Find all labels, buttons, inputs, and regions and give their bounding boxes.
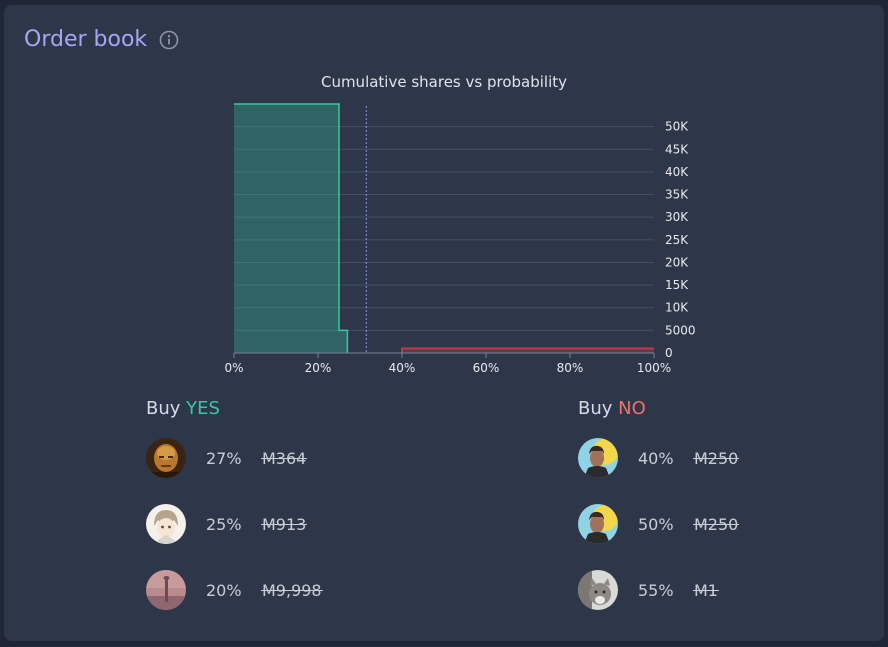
- buy-yes-column: Buy YES 27% M364: [146, 398, 323, 610]
- no-area-fill: [402, 348, 654, 353]
- order-row[interactable]: 25% M913: [146, 504, 322, 544]
- buy-no-column: Buy NO 40% M250: [578, 398, 740, 610]
- buy-no-heading: Buy NO: [578, 398, 738, 424]
- y-tick-label: 45K: [665, 142, 689, 156]
- x-tick-label: 60%: [473, 361, 500, 375]
- y-tick-label: 40K: [665, 165, 689, 179]
- order-amount: M1: [693, 580, 719, 600]
- chart-title: Cumulative shares vs probability: [320, 73, 568, 91]
- no-area-line: [401, 347, 654, 353]
- order-amount: M250: [692, 448, 740, 468]
- y-tick-label: 25K: [665, 233, 689, 247]
- y-tick-label: 5000: [665, 323, 696, 337]
- order-amount: M364: [260, 448, 308, 468]
- y-tick-label: 30K: [665, 210, 689, 224]
- avatar-man-yellow-bg[interactable]: [578, 438, 618, 478]
- order-row[interactable]: 40% M250: [578, 438, 740, 478]
- x-tick-label: 80%: [557, 361, 584, 375]
- buy-no-label: Buy: [578, 398, 613, 419]
- page-title: Order book: [24, 27, 148, 52]
- buy-yes-label: Buy: [146, 398, 181, 419]
- chart-gridlines: [234, 126, 654, 331]
- order-row[interactable]: 55% M1: [578, 570, 738, 610]
- yes-side-label: YES: [186, 398, 220, 419]
- x-tick-label: 0%: [224, 361, 243, 375]
- avatar-bald-man[interactable]: [146, 438, 186, 478]
- y-tick-label: 50K: [665, 120, 689, 134]
- avatar-anime-character[interactable]: [146, 504, 186, 544]
- avatar-pink-landscape[interactable]: [146, 570, 186, 610]
- buy-yes-orders: 27% M364 25% M913: [146, 438, 323, 610]
- buy-no-orders: 40% M250 50% M250: [578, 438, 740, 610]
- y-tick-label: 35K: [665, 188, 689, 202]
- order-book-card: Order book Cumulative shares vs probabil…: [4, 5, 884, 641]
- order-amount: M913: [260, 514, 308, 534]
- y-tick-label: 10K: [665, 301, 689, 315]
- y-tick-label: 0: [665, 346, 673, 360]
- buy-yes-heading: Buy YES: [146, 398, 322, 424]
- no-depth-area: [401, 347, 654, 353]
- y-tick-label: 15K: [665, 278, 689, 292]
- order-row[interactable]: 20% M9,998: [146, 570, 323, 610]
- avatar-gray-cat[interactable]: [578, 570, 618, 610]
- order-probability: 25%: [206, 514, 242, 534]
- yes-area-fill: [234, 104, 348, 353]
- y-tick-label: 20K: [665, 255, 689, 269]
- yes-area-line: [234, 103, 349, 353]
- chart-axes: 0 5000 10K 15K 20K 25K 30K 35K 40K 45K 50K 0% 20% 40%…: [224, 120, 695, 375]
- header: Order book: [24, 27, 179, 52]
- order-row[interactable]: 50% M250: [578, 504, 740, 544]
- order-probability: 50%: [638, 514, 674, 534]
- depth-chart: 0 5000 10K 15K 20K 25K 30K 35K 40K 45K 50K 0% 20% 40%…: [224, 103, 696, 375]
- no-side-label: NO: [618, 398, 646, 419]
- x-tick-label: 100%: [637, 361, 671, 375]
- x-tick-label: 40%: [389, 361, 416, 375]
- order-row[interactable]: 27% M364: [146, 438, 322, 478]
- info-icon[interactable]: [159, 30, 179, 50]
- order-amount: M250: [692, 514, 740, 534]
- order-probability: 55%: [638, 580, 674, 600]
- avatar-man-yellow-bg[interactable]: [578, 504, 618, 544]
- x-tick-label: 20%: [305, 361, 332, 375]
- order-probability: 40%: [638, 448, 674, 468]
- order-probability: 27%: [206, 448, 242, 468]
- yes-depth-area: [234, 103, 349, 353]
- order-probability: 20%: [206, 580, 242, 600]
- order-amount: M9,998: [261, 580, 323, 600]
